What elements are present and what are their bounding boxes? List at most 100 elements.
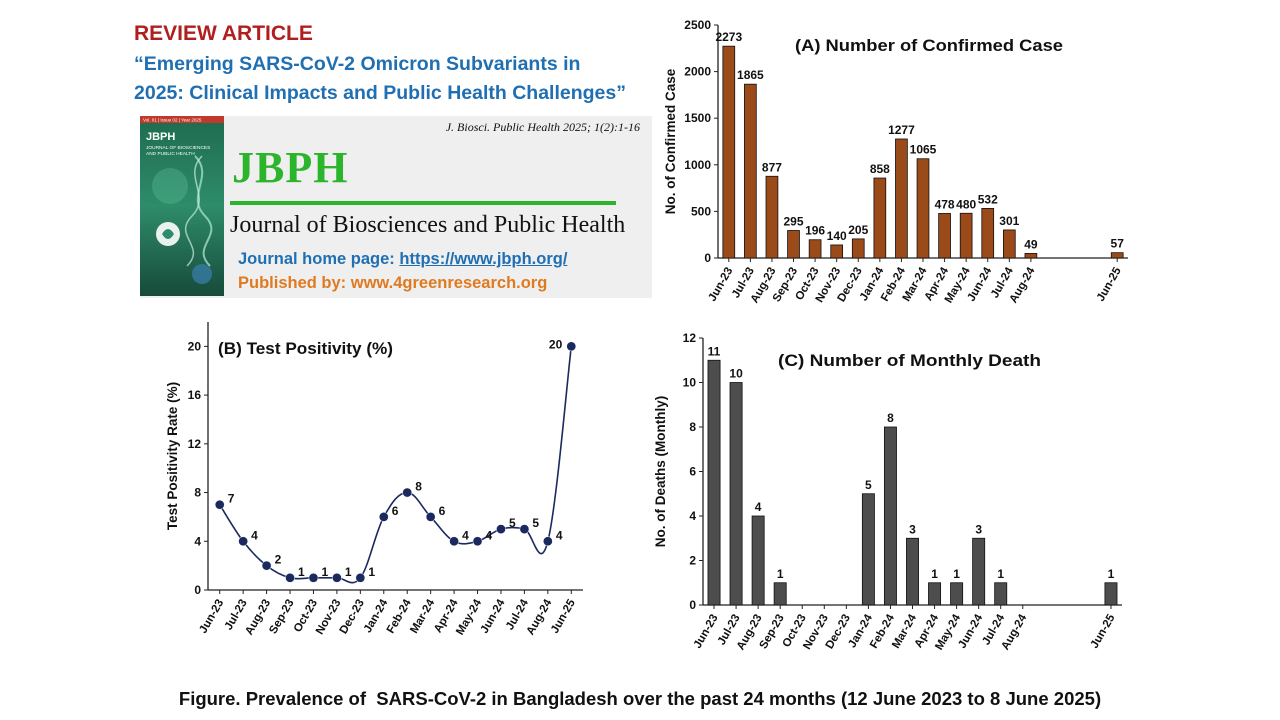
data-label: 140 xyxy=(827,229,847,243)
article-title-line-1: “Emerging SARS-CoV-2 Omicron Subvariants… xyxy=(134,53,581,75)
data-point xyxy=(519,524,530,534)
bar xyxy=(851,238,865,259)
bar xyxy=(1104,582,1118,606)
y-tick-label: 1000 xyxy=(684,158,711,172)
data-label: 480 xyxy=(956,197,976,211)
data-label: 5 xyxy=(509,516,516,530)
bar xyxy=(765,175,779,259)
data-point xyxy=(472,536,483,547)
svg-text:JOURNAL OF BIOSCIENCES: JOURNAL OF BIOSCIENCES xyxy=(146,145,210,151)
y-tick-label: 8 xyxy=(194,486,201,500)
data-label: 1277 xyxy=(888,123,915,137)
series-line xyxy=(219,346,573,584)
data-point xyxy=(332,572,342,583)
data-label: 10 xyxy=(729,367,743,381)
journal-homepage: Journal home page: https://www.jbph.org/ xyxy=(238,250,567,269)
bar xyxy=(808,239,822,259)
data-point xyxy=(378,512,389,522)
data-label: 858 xyxy=(870,162,890,176)
data-label: 1865 xyxy=(737,68,764,82)
data-label: 1 xyxy=(1108,567,1115,581)
data-label: 8 xyxy=(415,480,422,494)
bar xyxy=(950,582,964,606)
journal-banner: Vol. 01 | Issue 02 | Year 2025 JBPH JOUR… xyxy=(140,116,652,298)
bar xyxy=(981,208,995,259)
bar xyxy=(729,382,743,606)
data-label: 6 xyxy=(439,504,446,518)
x-tick-label: Jun-25 xyxy=(549,597,578,636)
svg-text:Vol. 01 | Issue 02 | Year 2025: Vol. 01 | Issue 02 | Year 2025 xyxy=(143,118,202,123)
data-label: 1 xyxy=(931,567,938,581)
data-label: 6 xyxy=(392,504,399,518)
data-label: 57 xyxy=(1111,237,1125,251)
y-tick-label: 12 xyxy=(683,331,697,345)
data-point xyxy=(402,487,413,498)
journal-divider xyxy=(230,201,616,205)
data-label: 532 xyxy=(978,192,998,206)
data-label: 478 xyxy=(935,197,955,211)
bar xyxy=(787,230,800,259)
data-label: 301 xyxy=(999,214,1019,228)
svg-text:JBPH: JBPH xyxy=(146,131,175,143)
data-label: 7 xyxy=(228,492,235,506)
y-tick-label: 0 xyxy=(704,251,711,265)
data-point xyxy=(496,524,506,534)
data-label: 4 xyxy=(486,528,493,542)
data-label: 2 xyxy=(275,553,282,567)
data-label: 295 xyxy=(784,215,804,229)
data-point xyxy=(214,499,225,510)
bar xyxy=(873,177,887,259)
data-point xyxy=(285,572,295,583)
y-tick-label: 0 xyxy=(689,598,696,612)
bar xyxy=(895,138,908,259)
journal-cover-image: Vol. 01 | Issue 02 | Year 2025 JBPH JOUR… xyxy=(140,116,224,296)
bar xyxy=(916,158,930,259)
data-label: 1 xyxy=(321,565,328,579)
y-tick-label: 20 xyxy=(188,339,202,353)
data-label: 4 xyxy=(462,528,469,542)
x-tick-label: Jun-23 xyxy=(706,266,735,304)
data-point xyxy=(261,560,272,571)
y-tick-label: 6 xyxy=(689,465,696,479)
bar xyxy=(928,582,942,606)
bar xyxy=(994,582,1008,606)
x-tick-label: Jun-23 xyxy=(692,613,721,651)
data-label: 5 xyxy=(865,478,872,492)
x-tick-label: Jun-24 xyxy=(479,597,508,636)
data-label: 1 xyxy=(777,567,784,581)
data-label: 3 xyxy=(975,522,982,536)
y-tick-label: 4 xyxy=(194,534,201,548)
homepage-link[interactable]: https://www.jbph.org/ xyxy=(399,250,568,268)
chart-title: (B) Test Positivity (%) xyxy=(218,339,393,358)
data-label: 1 xyxy=(298,565,305,579)
y-tick-label: 10 xyxy=(683,376,697,390)
bar xyxy=(883,426,897,606)
y-tick-label: 8 xyxy=(689,420,696,434)
x-tick-label: Jun-25 xyxy=(1095,265,1124,304)
y-axis-title: No. of Confirmed Case xyxy=(663,68,678,214)
data-label: 205 xyxy=(848,223,868,237)
data-point xyxy=(308,572,319,583)
review-article-label: REVIEW ARTICLE xyxy=(134,22,313,45)
bar xyxy=(1002,229,1016,259)
y-tick-label: 500 xyxy=(691,204,711,218)
data-label: 1 xyxy=(953,567,960,581)
y-axis-title: No. of Deaths (Monthly) xyxy=(653,396,668,548)
chart-title: (C) Number of Monthly Death xyxy=(778,351,1041,370)
y-axis-title: Test Positivity Rate (%) xyxy=(165,382,180,530)
data-label: 4 xyxy=(755,500,762,514)
data-label: 4 xyxy=(556,528,563,542)
y-tick-label: 2000 xyxy=(684,65,711,79)
bar xyxy=(959,212,973,259)
data-label: 8 xyxy=(887,411,894,425)
y-tick-label: 0 xyxy=(194,583,201,597)
journal-publisher: Published by: www.4greenresearch.org xyxy=(238,274,548,292)
bar xyxy=(707,359,721,606)
bar xyxy=(773,582,787,606)
data-label: 11 xyxy=(708,344,721,358)
data-point xyxy=(425,512,436,522)
journal-name: Journal of Biosciences and Public Health xyxy=(230,212,626,238)
data-point xyxy=(238,536,249,547)
homepage-label: Journal home page: xyxy=(238,250,395,268)
